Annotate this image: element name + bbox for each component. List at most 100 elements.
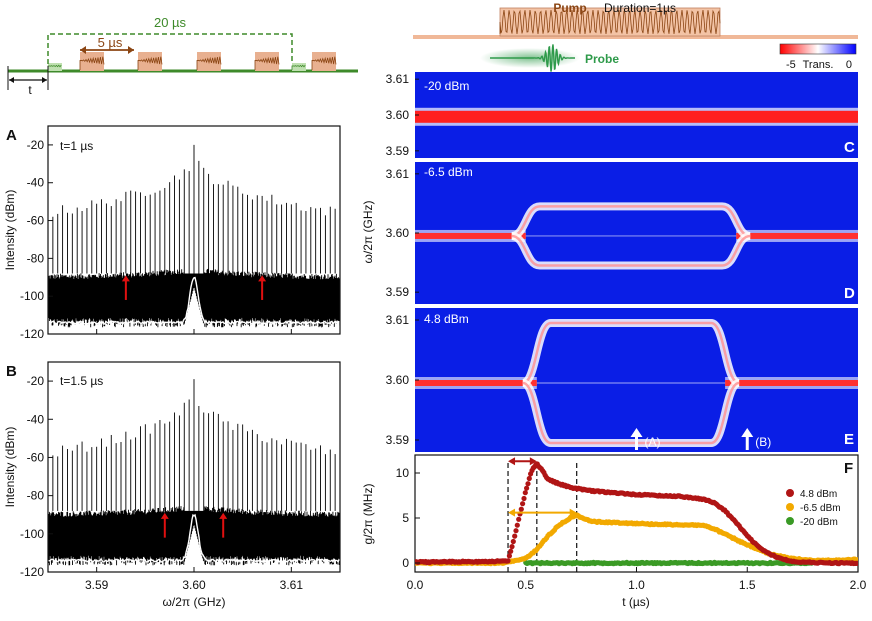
noise-floor (48, 268, 340, 328)
panel-a-annotation: t=1 µs (60, 139, 93, 153)
pulse-width-label: 5 µs (98, 35, 123, 50)
pump-oscillation (499, 9, 721, 35)
y-tick-label: 3.60 (386, 108, 410, 122)
data-point (855, 560, 858, 566)
white-arrow-head (741, 428, 754, 437)
x-tick-label: 0.5 (517, 578, 534, 592)
panel-label-b: B (6, 363, 17, 380)
y-tick-label: -80 (27, 251, 45, 265)
red-arrow-head (160, 512, 169, 519)
y-tick-label: -120 (20, 565, 44, 579)
resonance-line (415, 380, 537, 386)
panel-b: B -20 -40 -60 -80 -100 -120 3.59 3.60 3.61 t=1.5… (3, 361, 341, 609)
pulse-wave (47, 64, 62, 70)
x-tick-label: 3.60 (182, 578, 206, 592)
resonance-line (415, 232, 526, 239)
duration-label: Duration=1µs (604, 1, 676, 15)
y-tick-label: 3.59 (386, 285, 410, 299)
pump-probe-schematic: Pump Duration=1µs Probe (413, 1, 858, 72)
y-tick-label: -100 (20, 527, 44, 541)
data-point (506, 553, 512, 559)
panel-label-c: C (844, 139, 855, 156)
y-tick-label: 3.60 (386, 373, 410, 387)
red-arrow-head (258, 275, 267, 282)
panel-f-xlabel: t (µs) (622, 595, 650, 609)
panel-f-ylabel: g/2π (MHz) (361, 484, 375, 545)
panel-b-annotation: t=1.5 µs (60, 374, 103, 388)
pulse-wave (79, 56, 105, 70)
legend-marker (786, 503, 794, 511)
data-point (525, 481, 531, 487)
colorbar-mid-label: Trans. (803, 59, 834, 71)
panel-b-ylabel: Intensity (dBm) (3, 427, 17, 508)
panel-b-xlabel: ω/2π (GHz) (163, 595, 226, 609)
x-tick-label: 2.0 (850, 578, 867, 592)
panel-d-ylabel: ω/2π (GHz) (361, 201, 375, 264)
series-4_8dBm (415, 461, 858, 567)
y-tick-label: -60 (27, 450, 45, 464)
legend-label: -6.5 dBm (800, 503, 841, 514)
panel-a-axes: -20 -40 -60 -80 -100 -120 (20, 138, 292, 341)
coupling-plot (415, 457, 858, 572)
data-point (524, 485, 530, 491)
y-tick-label: 3.59 (386, 144, 410, 158)
y-tick-label: 3.61 (386, 313, 410, 327)
data-point (522, 490, 528, 496)
red-arrow-head (121, 275, 130, 282)
data-point (508, 548, 514, 554)
y-tick-label: -20 (27, 374, 45, 388)
panel-a-ylabel: Intensity (dBm) (3, 190, 17, 271)
central-bump (48, 276, 340, 326)
y-tick-label: -60 (27, 214, 45, 228)
pump-label: Pump (553, 1, 586, 15)
panel-a-arrows (121, 275, 267, 300)
y-tick-label: -80 (27, 489, 45, 503)
resonance-line-late (736, 232, 858, 239)
data-point (516, 516, 522, 522)
pulse-wave (311, 56, 337, 70)
spectrum-b (48, 362, 340, 572)
legend-label: -20 dBm (800, 517, 838, 528)
upper-branch-core (511, 205, 751, 238)
lower-branch-core (511, 234, 751, 267)
colorbar-min-label: -5 (786, 59, 796, 71)
y-tick-label: 5 (402, 511, 409, 525)
heatmap-d (415, 162, 858, 304)
panel-e-annotation: 4.8 dBm (424, 312, 469, 326)
panel-f-legend: 4.8 dBm -6.5 dBm -20 dBm (786, 489, 841, 528)
data-point (520, 501, 526, 507)
y-tick-label: -40 (27, 412, 45, 426)
legend-label: 4.8 dBm (800, 489, 837, 500)
data-point (526, 475, 532, 482)
data-point (512, 533, 518, 539)
y-tick-label: -100 (20, 289, 44, 303)
white-arrow-head (630, 428, 643, 437)
panel-e: 4.8 dBm E 3.61 3.60 3.59 (A) (B) (386, 308, 858, 452)
period-bracket (47, 33, 293, 64)
delay-arrow-head (508, 508, 577, 517)
panel-label-e: E (844, 431, 854, 448)
x-tick-label: 0.0 (407, 578, 424, 592)
y-tick-label: 0 (402, 556, 409, 570)
panel-e-axes: 3.61 3.60 3.59 (386, 313, 419, 447)
y-tick-label: -40 (27, 176, 45, 190)
x-tick-label: 3.61 (280, 578, 304, 592)
legend-marker (786, 517, 794, 525)
marker-label: (B) (755, 435, 771, 449)
resonance-line-late (725, 380, 858, 386)
heatmap-c (415, 72, 858, 158)
panel-e-markers: (A) (B) (630, 428, 771, 450)
panel-label-a: A (6, 127, 17, 144)
panel-c-annotation: -20 dBm (424, 79, 469, 93)
data-point (509, 544, 515, 550)
pulse-wave (291, 64, 306, 70)
marker-label: (A) (645, 435, 661, 449)
series--20dBm (523, 559, 816, 567)
y-tick-label: 3.60 (386, 226, 410, 240)
data-point (505, 558, 511, 564)
data-point (518, 506, 524, 512)
panel-label-f: F (844, 460, 853, 477)
central-bump (48, 513, 340, 564)
data-point (514, 522, 520, 528)
